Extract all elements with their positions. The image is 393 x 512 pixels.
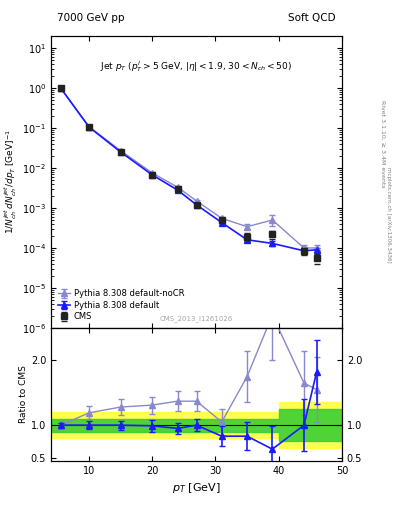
X-axis label: $p_T$ [GeV]: $p_T$ [GeV] [172,481,221,495]
Text: Rivet 3.1.10, ≥ 3.4M events: Rivet 3.1.10, ≥ 3.4M events [381,99,386,187]
Text: CMS_2013_I1261026: CMS_2013_I1261026 [160,315,233,322]
Text: Jet $p_T$ ($p_T^l>5$ GeV, $|\eta|<1.9$, $30<N_{ch}<50$): Jet $p_T$ ($p_T^l>5$ GeV, $|\eta|<1.9$, … [101,59,292,74]
Y-axis label: $1/N_{ch}^{jet}\,dN_{ch}^{jet}/dp_T\;[\mathrm{GeV}]^{-1}$: $1/N_{ch}^{jet}\,dN_{ch}^{jet}/dp_T\;[\m… [3,130,19,234]
Text: Soft QCD: Soft QCD [288,13,336,23]
Y-axis label: Ratio to CMS: Ratio to CMS [19,366,28,423]
Text: 7000 GeV pp: 7000 GeV pp [57,13,125,23]
Text: mcplots.cern.ch [arXiv:1306.3436]: mcplots.cern.ch [arXiv:1306.3436] [386,167,391,263]
Legend: Pythia 8.308 default-noCR, Pythia 8.308 default, CMS: Pythia 8.308 default-noCR, Pythia 8.308 … [55,287,187,324]
